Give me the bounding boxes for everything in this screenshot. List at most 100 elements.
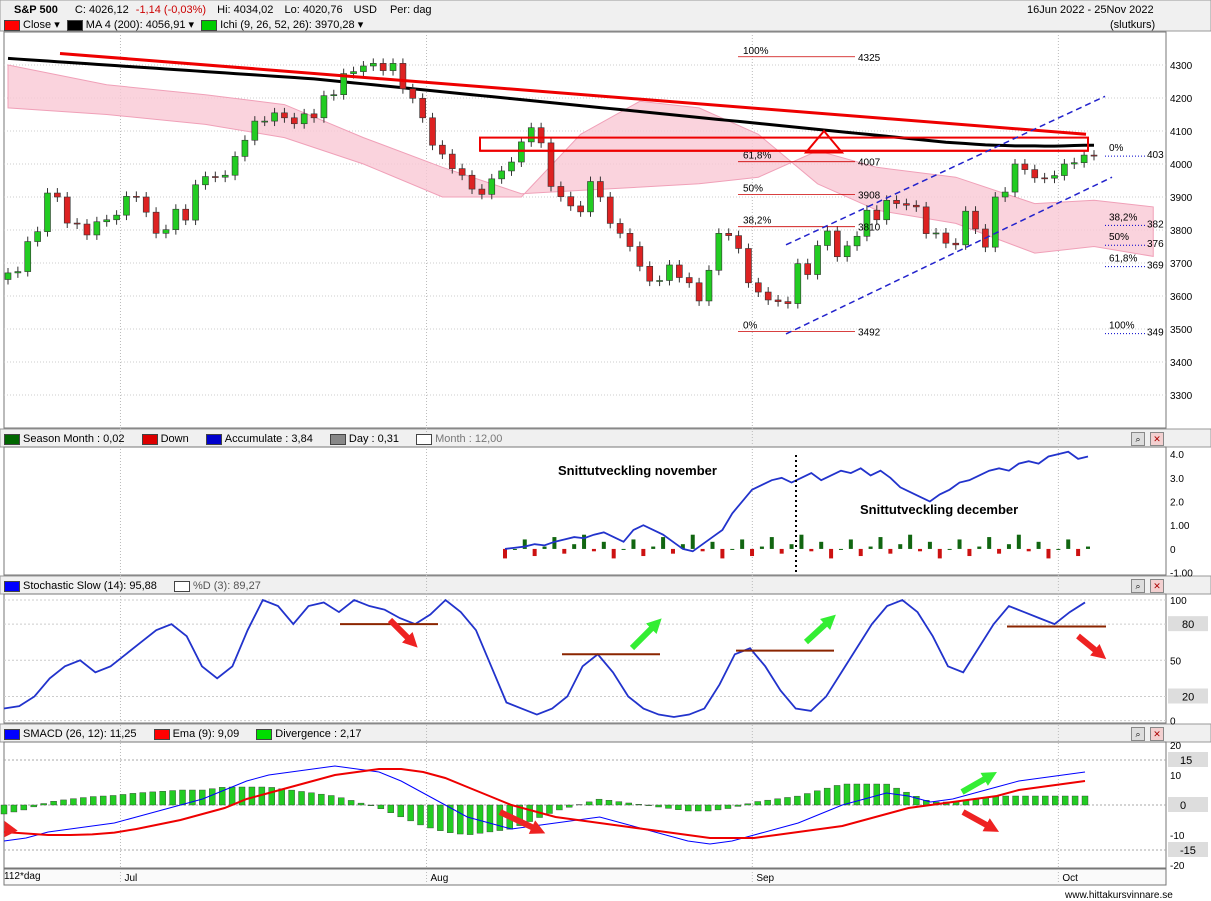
season-bar: [848, 539, 853, 549]
candle-up: [863, 209, 871, 237]
candle-up: [498, 170, 505, 180]
divergence-bar: [764, 799, 771, 806]
percent-d-swatch: [173, 580, 190, 592]
candle-down: [468, 174, 476, 190]
fib-right-value: 376: [1147, 239, 1164, 250]
candle-down: [784, 301, 792, 304]
divergence-swatch: [256, 728, 273, 740]
dropdown-icon[interactable]: ▾: [357, 19, 364, 31]
legend-stoch[interactable]: Stochastic Slow (14): 95,88: [23, 580, 157, 592]
divergence-bar: [109, 795, 117, 806]
divergence-bar: [605, 800, 613, 806]
candle-up: [883, 200, 890, 221]
zoom-icon[interactable]: ⌕: [1131, 432, 1145, 446]
divergence-bar: [655, 804, 662, 808]
legend-season-month[interactable]: Season Month : 0,02: [23, 433, 125, 445]
legend-ema[interactable]: Ema (9): 9,09: [172, 728, 240, 740]
zoom-icon[interactable]: ⌕: [1131, 727, 1145, 741]
season-bar: [1076, 548, 1081, 557]
divergence-bar: [1002, 795, 1009, 806]
website-link[interactable]: www.hittakursvinnare.se: [1065, 890, 1173, 901]
legend-day[interactable]: Day : 0,31: [348, 433, 400, 445]
legend-percent-d[interactable]: %D (3): 89,27: [192, 580, 261, 592]
zoom-icon[interactable]: ⌕: [1131, 579, 1145, 593]
candle-up: [241, 139, 249, 157]
legend-down[interactable]: Down: [160, 433, 189, 445]
legend-ma[interactable]: MA 4 (200): 4056,91: [85, 19, 186, 31]
divergence-bar: [615, 801, 623, 806]
fib-percent-label: 50%: [743, 183, 763, 194]
divergence-bar: [526, 804, 533, 822]
currency: USD: [353, 4, 377, 16]
divergence-bar: [556, 804, 563, 811]
arrow-down-head: [1090, 644, 1107, 660]
candle-down: [547, 142, 555, 187]
fib-percent-label: 38,2%: [743, 216, 771, 227]
candle-down: [133, 196, 140, 198]
candle-up: [853, 235, 861, 247]
divergence-bar: [169, 790, 176, 806]
dropdown-icon[interactable]: ▾: [54, 19, 60, 31]
close-panel-icon[interactable]: ✕: [1150, 579, 1164, 593]
legend-close[interactable]: Close: [23, 19, 52, 31]
candle-down: [616, 223, 624, 234]
panel-frame-season: [3, 446, 1167, 576]
candle-up: [389, 63, 397, 71]
divergence-bar: [99, 795, 107, 806]
ma200-line: [7, 56, 1094, 148]
fib-value-label: 3492: [858, 328, 881, 339]
candle-up: [488, 178, 496, 195]
season-bar: [957, 539, 962, 549]
divergence-bar: [228, 786, 236, 806]
divergence-bar: [546, 804, 553, 814]
candle-up: [369, 63, 377, 67]
legend-smacd[interactable]: SMACD (26, 12): 11,25: [23, 728, 137, 740]
season-swatch: [4, 433, 20, 445]
candle-up: [330, 94, 338, 96]
divergence-bar: [457, 804, 464, 835]
divergence-bar: [347, 800, 355, 806]
dropdown-icon[interactable]: ▾: [188, 19, 195, 31]
season-bar: [987, 537, 992, 549]
divergence-bar: [595, 798, 603, 806]
candle-down: [942, 232, 950, 244]
smacd-line: [3, 765, 1086, 845]
divergence-bar: [20, 804, 28, 811]
close-panel-icon[interactable]: ✕: [1150, 432, 1164, 446]
triangle-marker: [803, 129, 845, 154]
candle-up: [192, 184, 199, 221]
down-swatch: [141, 433, 158, 445]
low-value: Lo: 4020,76: [284, 4, 343, 16]
period[interactable]: Per: dag: [389, 4, 432, 16]
divergence-bar: [397, 804, 404, 818]
candle-up: [1011, 163, 1019, 193]
legend-accumulate[interactable]: Accumulate : 3,84: [224, 433, 313, 445]
candle-up: [14, 271, 22, 274]
divergence-bar: [585, 801, 593, 806]
legend-divergence[interactable]: Divergence : 2,17: [275, 728, 362, 740]
season-bar: [1036, 541, 1041, 549]
candle-down: [142, 196, 150, 213]
season-bar: [750, 548, 755, 557]
close-panel-icon[interactable]: ✕: [1150, 727, 1164, 741]
candle-down: [695, 282, 703, 302]
price-tick-label: 3700: [1170, 259, 1193, 270]
macd-level-label: 0: [1180, 800, 1186, 812]
legend-month[interactable]: Month : 12,00: [435, 433, 503, 445]
divergence-bar: [1042, 795, 1049, 806]
divergence-bar: [189, 789, 196, 806]
price-tick-label: 3300: [1170, 391, 1193, 402]
macd-level-label: -15: [1180, 845, 1196, 857]
season-tick-label: -1.00: [1170, 569, 1193, 580]
divergence-bar: [814, 790, 821, 806]
candle-up: [231, 156, 239, 176]
candle-up: [705, 269, 713, 302]
legend-ichi[interactable]: Ichi (9, 26, 52, 26): 3970,28: [220, 19, 355, 31]
arrow-down: [498, 809, 540, 833]
divergence-bar: [308, 792, 315, 806]
divergence-bar: [1052, 795, 1059, 806]
candle-up: [962, 210, 969, 246]
candle-up: [340, 73, 347, 96]
x-tick-label: Aug: [431, 873, 449, 884]
divergence-bar: [1081, 795, 1089, 806]
